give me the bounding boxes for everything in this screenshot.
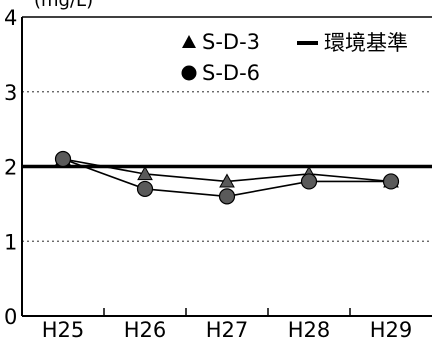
- axes: [21, 16, 432, 317]
- data-point-s-d-6-h25: [54, 150, 72, 168]
- x-tick-label-h28: H28: [288, 318, 331, 340]
- y-tick-label-0: 0: [4, 305, 17, 329]
- x-tick-label-h29: H29: [370, 318, 413, 340]
- x-tick-label-h25: H25: [42, 318, 85, 340]
- data-point-s-d-6-h26: [136, 180, 154, 198]
- data-point-s-d-6-h27: [218, 188, 236, 205]
- x-tick-label-h27: H27: [206, 318, 249, 340]
- y-tick-label-2: 2: [4, 156, 17, 180]
- legend-triangle-marker: [182, 35, 196, 48]
- legend: S-D-3 S-D-6 環境基準: [181, 30, 408, 85]
- data-point-s-d-3-h27: [219, 173, 235, 188]
- y-axis-unit: (mg/L): [34, 0, 93, 11]
- series-group: [54, 150, 400, 205]
- y-tick-label-3: 3: [4, 81, 17, 105]
- legend-label-reference: 環境基準: [324, 31, 408, 55]
- data-point-s-d-6-h28: [300, 173, 318, 190]
- y-tick-labels: 0 1 2 3 4: [4, 6, 17, 329]
- x-tick-label-h26: H26: [124, 318, 167, 340]
- y-tick-label-1: 1: [4, 230, 17, 254]
- data-point-s-d-3-h26: [137, 165, 153, 181]
- legend-label-s-d-6: S-D-6: [202, 61, 260, 85]
- y-tick-label-4: 4: [4, 6, 17, 30]
- legend-label-s-d-3: S-D-3: [202, 30, 260, 54]
- x-tick-labels: H25 H26 H27 H28 H29: [42, 318, 413, 340]
- data-point-s-d-6-h29: [382, 173, 400, 190]
- grid-lines: [22, 91, 432, 242]
- legend-circle-marker: [181, 65, 197, 81]
